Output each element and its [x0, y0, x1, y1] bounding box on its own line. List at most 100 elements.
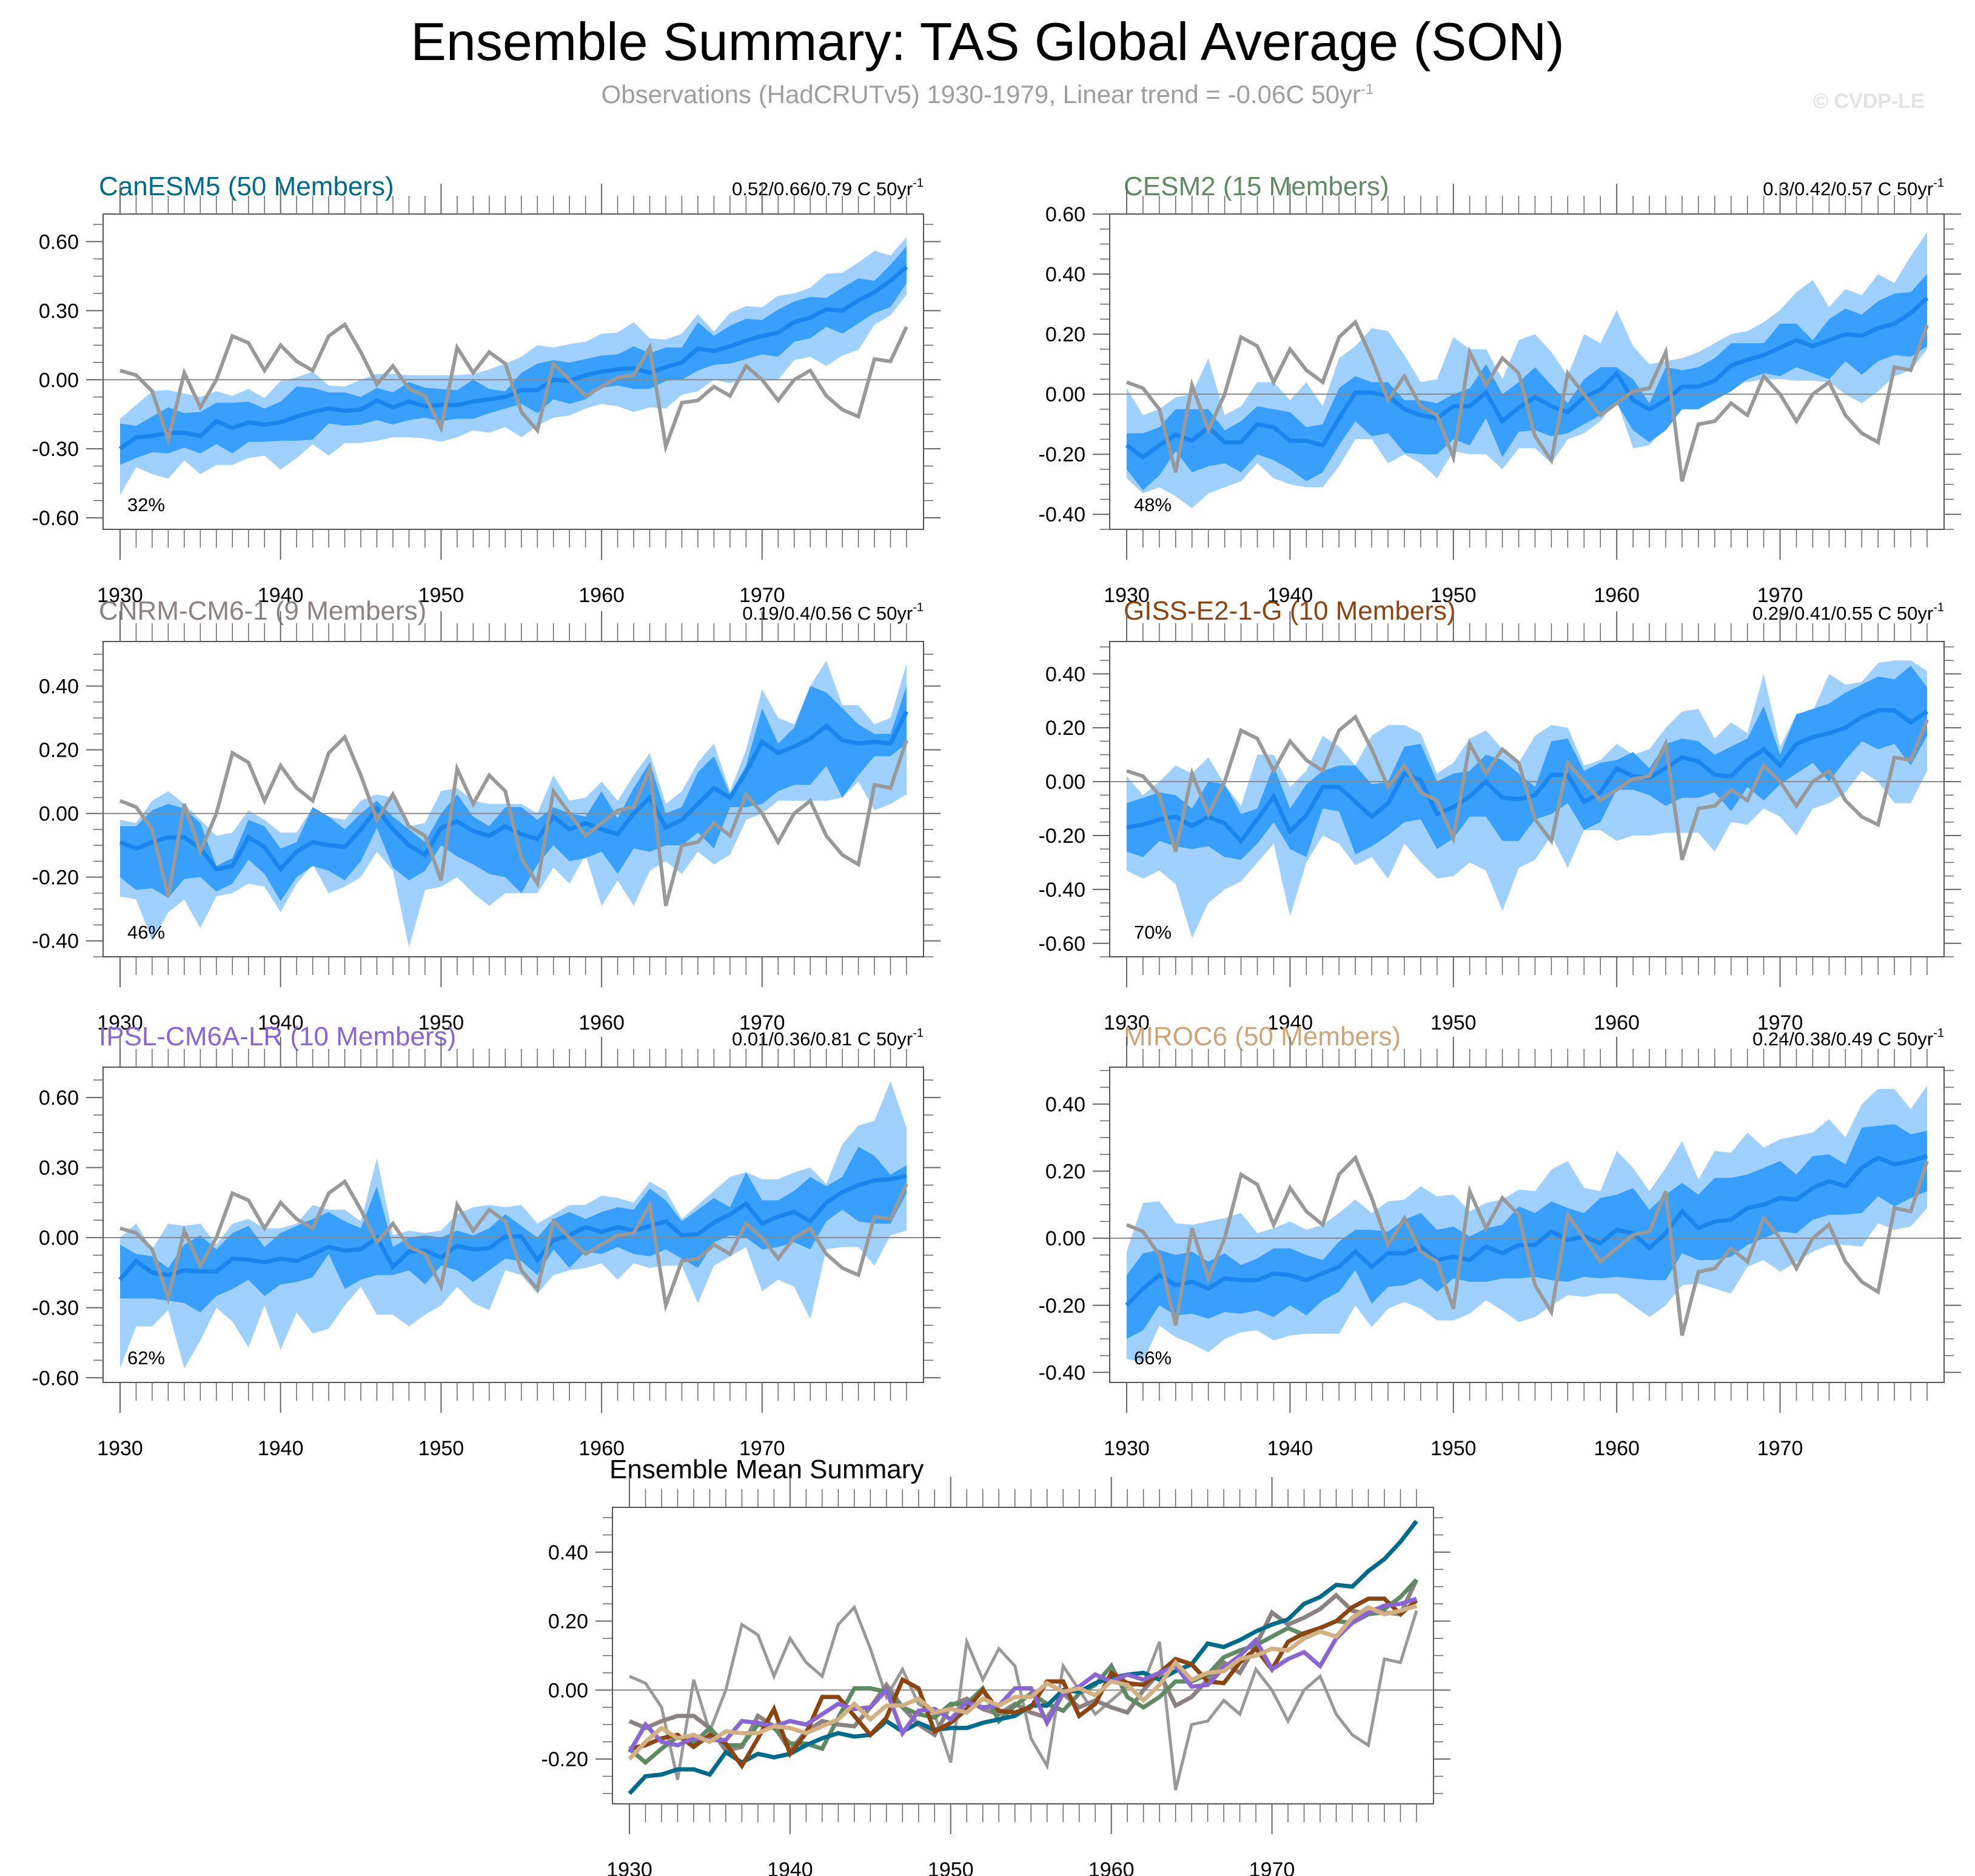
subtitle-text: Observations (HadCRUTv5) 1930-1979, Line…	[601, 80, 1361, 109]
x-tick-label: 1930	[606, 1858, 652, 1876]
panel-trend: 0.3/0.42/0.57 C 50yr-1	[1763, 176, 1944, 199]
y-tick-label: 0.00	[1045, 771, 1085, 794]
plot-frame	[102, 641, 924, 957]
panel-trend: 0.29/0.41/0.55 C 50yr-1	[1752, 601, 1944, 624]
x-tick-label: 1940	[1267, 1011, 1313, 1034]
x-tick-label: 1940	[1267, 1437, 1313, 1460]
y-tick-label: -0.60	[32, 1367, 79, 1390]
x-tick-label: 1970	[739, 1437, 785, 1460]
x-tick-label: 1940	[1267, 584, 1313, 607]
y-tick-label: 0.20	[1045, 717, 1085, 740]
observations-line	[119, 321, 908, 454]
plot-frame	[1109, 213, 1945, 530]
panel-trend: 0.01/0.36/0.81 C 50yr-1	[732, 1027, 924, 1050]
line-miroc6	[628, 1603, 1418, 1761]
x-tick-label: 1970	[1757, 584, 1803, 607]
watermark: © CVDP-LE	[1813, 90, 1925, 113]
observations-line	[1125, 319, 1929, 482]
panel-ensemble-mean-summary: Ensemble Mean Summary 1930 1940 1950 1960 197…	[542, 1455, 1450, 1876]
y-tick-label: 0.60	[39, 1087, 79, 1110]
x-tick-label: 1950	[418, 1011, 464, 1034]
y-tick-label: 0.20	[39, 739, 79, 762]
x-tick-label: 1960	[578, 584, 625, 607]
percent-label: 46%	[127, 922, 165, 943]
y-tick-label: -0.40	[1039, 503, 1086, 526]
y-tick-label: -0.20	[1039, 1295, 1086, 1318]
observations-line	[119, 734, 908, 906]
x-tick-label: 1930	[1104, 1011, 1150, 1034]
x-tick-label: 1930	[97, 1011, 143, 1034]
y-tick-label: -0.20	[1039, 825, 1086, 848]
x-tick-label: 1930	[1104, 584, 1150, 607]
x-tick-label: 1960	[1594, 1437, 1640, 1460]
percent-label: 70%	[1134, 922, 1172, 943]
ensemble-mean-line	[118, 1173, 907, 1281]
plot-frame	[102, 213, 924, 530]
x-tick-label: 1940	[258, 584, 304, 607]
y-tick-label: -0.60	[32, 507, 79, 530]
panel-title: CNRM-CM6-1 (9 Members)	[99, 596, 426, 626]
y-tick-label: 0.60	[1045, 203, 1085, 226]
panel-cesm2-15-members: CESM2 (15 Members) 0.3/0.42/0.57 C 50yr-1…	[1039, 172, 1961, 607]
plot-frame	[102, 1067, 924, 1383]
x-tick-label: 1970	[739, 584, 785, 607]
y-tick-label: 0.30	[39, 1157, 79, 1180]
percent-label: 48%	[1134, 494, 1172, 515]
observations-line	[1126, 714, 1929, 860]
y-tick-label: 0.00	[39, 803, 79, 826]
x-tick-label: 1960	[1088, 1858, 1135, 1876]
panel-cnrm-cm6-1-9-members: CNRM-CM6-1 (9 Members) 0.19/0.4/0.56 C 50…	[32, 596, 941, 1034]
inner-spread-band	[120, 1146, 907, 1313]
panel-title: CanESM5 (50 Members)	[99, 172, 394, 201]
line-cnrm-cm6-1	[628, 1578, 1419, 1754]
y-tick-label: -0.20	[542, 1748, 589, 1771]
x-tick-label: 1960	[1594, 584, 1640, 607]
panel-trend: 0.52/0.66/0.79 C 50yr-1	[732, 176, 924, 199]
x-tick-label: 1950	[418, 584, 464, 607]
y-tick-label: 0.60	[39, 231, 79, 254]
x-tick-label: 1930	[97, 584, 143, 607]
x-tick-label: 1950	[1430, 1011, 1477, 1034]
panel-trend: 0.24/0.38/0.49 C 50yr-1	[1752, 1027, 1944, 1050]
x-tick-label: 1930	[97, 1437, 143, 1460]
x-tick-label: 1960	[1594, 1011, 1640, 1034]
panel-title: CESM2 (15 Members)	[1124, 172, 1389, 201]
x-tick-label: 1950	[418, 1437, 464, 1460]
plot-frame	[1109, 1067, 1945, 1383]
percent-label: 66%	[1134, 1347, 1172, 1368]
y-tick-label: 0.00	[39, 369, 79, 392]
y-tick-label: -0.40	[1039, 1361, 1086, 1384]
x-tick-label: 1970	[1757, 1437, 1803, 1460]
x-tick-label: 1970	[1249, 1858, 1295, 1876]
inner-spread-band	[1127, 1124, 1927, 1339]
inner-spread-band	[120, 686, 907, 902]
y-tick-label: 0.20	[548, 1610, 588, 1633]
x-tick-label: 1940	[258, 1011, 304, 1034]
y-tick-label: -0.30	[32, 1297, 79, 1320]
y-tick-label: -0.40	[32, 930, 79, 953]
figure-title: Ensemble Summary: TAS Global Average (SO…	[411, 12, 1564, 72]
plot-frame	[1109, 641, 1945, 957]
x-tick-label: 1950	[928, 1858, 974, 1876]
panel-title: Ensemble Mean Summary	[609, 1455, 924, 1484]
x-tick-label: 1940	[767, 1858, 813, 1876]
figure-subtitle: Observations (HadCRUTv5) 1930-1979, Line…	[0, 80, 1975, 109]
outer-spread-band	[120, 660, 907, 948]
x-tick-label: 1950	[1430, 1437, 1477, 1460]
panel-ipsl-cm6a-lr-10-members: IPSL-CM6A-LR (10 Members) 0.01/0.36/0.81 …	[32, 1022, 941, 1460]
observations-line	[119, 1179, 908, 1313]
y-tick-label: -0.30	[32, 438, 79, 461]
x-tick-label: 1940	[258, 1437, 304, 1460]
x-tick-label: 1970	[1757, 1011, 1803, 1034]
panel-giss-e2-1-g-10-members: GISS-E2-1-G (10 Members) 0.29/0.41/0.55 C…	[1039, 596, 1961, 1034]
percent-label: 32%	[127, 494, 165, 515]
panel-title: IPSL-CM6A-LR (10 Members)	[99, 1022, 456, 1051]
y-tick-label: 0.00	[1045, 1227, 1085, 1250]
y-tick-label: 0.00	[1045, 383, 1085, 406]
observations-line	[1125, 1154, 1929, 1336]
percent-label: 62%	[127, 1347, 165, 1368]
x-tick-label: 1930	[1104, 1437, 1150, 1460]
subtitle-superscript: -1	[1361, 81, 1374, 98]
y-tick-label: -0.40	[1039, 879, 1086, 902]
